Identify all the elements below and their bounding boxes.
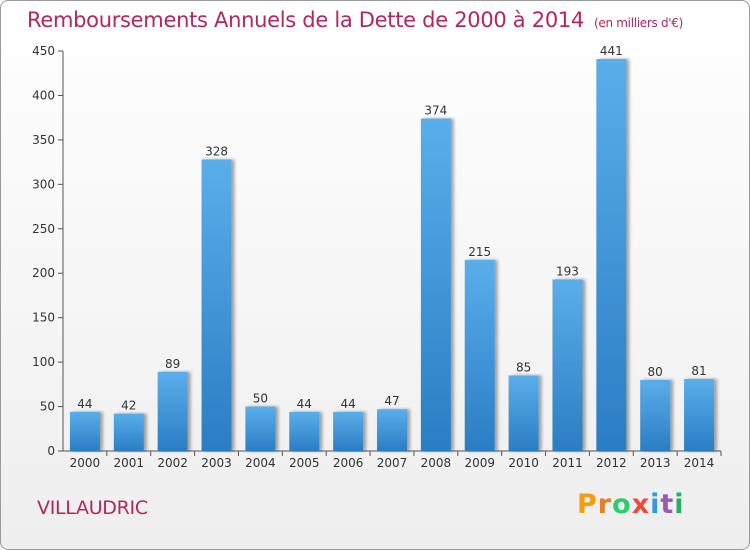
x-tick-label: 2000 bbox=[70, 456, 101, 470]
bar bbox=[333, 411, 364, 451]
x-tick-label: 2010 bbox=[508, 456, 539, 470]
bar-value-label: 47 bbox=[384, 394, 399, 408]
bar-value-label: 80 bbox=[648, 365, 663, 379]
bar bbox=[508, 375, 539, 451]
bar bbox=[420, 118, 451, 452]
logo-letter: x bbox=[631, 489, 651, 520]
logo-letter: P bbox=[577, 489, 598, 520]
bar bbox=[640, 379, 671, 451]
y-tick-label: 300 bbox=[32, 177, 55, 191]
x-tick-label: 2013 bbox=[640, 456, 671, 470]
logo-letter: t bbox=[660, 489, 675, 520]
bar bbox=[245, 406, 276, 451]
y-tick-label: 350 bbox=[32, 133, 55, 147]
bar-value-label: 328 bbox=[205, 144, 228, 158]
bar-value-label: 374 bbox=[424, 104, 447, 118]
bar-value-label: 441 bbox=[600, 44, 623, 58]
y-tick-label: 50 bbox=[40, 400, 55, 414]
title-text: Remboursements Annuels de la Dette de 20… bbox=[27, 8, 584, 32]
commune-name: VILLAUDRIC bbox=[37, 497, 148, 519]
y-axis: 0 50 100 150 200 250 300 350 400 450 bbox=[32, 44, 64, 458]
bar bbox=[113, 413, 144, 451]
bar-value-label: 215 bbox=[468, 245, 491, 259]
chart-title: Remboursements Annuels de la Dette de 20… bbox=[27, 8, 683, 32]
bar bbox=[157, 371, 188, 451]
x-tick-label: 2002 bbox=[157, 456, 188, 470]
x-tick-label: 2007 bbox=[377, 456, 408, 470]
x-tick-label: 2009 bbox=[464, 456, 495, 470]
logo-letter: i bbox=[650, 489, 661, 520]
y-tick-label: 150 bbox=[32, 311, 55, 325]
bar-value-label: 44 bbox=[77, 397, 92, 411]
bar-value-label: 44 bbox=[297, 397, 312, 411]
bar-value-label: 81 bbox=[691, 364, 706, 378]
bar-value-label: 85 bbox=[516, 360, 531, 374]
y-tick-label: 0 bbox=[47, 444, 55, 458]
bar bbox=[684, 379, 715, 451]
y-tick-label: 450 bbox=[32, 44, 55, 58]
bar-value-label: 42 bbox=[121, 399, 136, 413]
x-tick-label: 2011 bbox=[552, 456, 583, 470]
x-tick-label: 2001 bbox=[114, 456, 145, 470]
bar-value-label: 89 bbox=[165, 357, 180, 371]
bar bbox=[201, 159, 232, 451]
bar bbox=[69, 411, 100, 451]
bar-value-label: 193 bbox=[556, 264, 579, 278]
x-tick-label: 2005 bbox=[289, 456, 320, 470]
x-tick-label: 2006 bbox=[333, 456, 364, 470]
y-tick-label: 250 bbox=[32, 222, 55, 236]
title-unit: (en milliers d'€) bbox=[594, 16, 684, 30]
bar bbox=[289, 411, 320, 451]
logo-letter: o bbox=[612, 489, 632, 520]
logo-letter: r bbox=[597, 489, 613, 520]
bar-value-label: 44 bbox=[340, 397, 355, 411]
x-tick-label: 2004 bbox=[245, 456, 276, 470]
y-tick-label: 400 bbox=[32, 88, 55, 102]
x-tick-label: 2014 bbox=[684, 456, 715, 470]
bar bbox=[596, 59, 627, 451]
bar bbox=[377, 409, 407, 451]
proxiti-logo: Proxiti bbox=[577, 489, 685, 520]
y-tick-label: 200 bbox=[32, 266, 55, 280]
y-tick-label: 100 bbox=[32, 355, 55, 369]
bar bbox=[552, 279, 583, 451]
bar-value-label: 50 bbox=[253, 392, 268, 406]
logo-letter: i bbox=[674, 489, 685, 520]
bars: 44 42 89 328 50 44 44 47 374 215 85 193 441 80 81 bbox=[69, 44, 715, 452]
bar bbox=[464, 259, 495, 451]
x-tick-label: 2012 bbox=[596, 456, 627, 470]
x-tick-label: 2008 bbox=[421, 456, 452, 470]
x-axis: 2000 2001 2002 2003 2004 2005 2006 2007 2008 2009… bbox=[63, 450, 722, 470]
x-tick-label: 2003 bbox=[201, 456, 232, 470]
